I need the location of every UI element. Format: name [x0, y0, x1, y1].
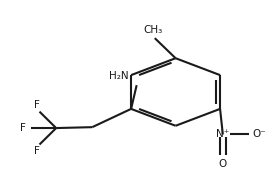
- Text: O⁻: O⁻: [252, 130, 266, 139]
- Text: H₂N: H₂N: [109, 72, 128, 82]
- Text: N⁺: N⁺: [216, 130, 229, 139]
- Text: CH₃: CH₃: [144, 25, 163, 35]
- Text: F: F: [34, 100, 40, 110]
- Text: O: O: [219, 159, 227, 169]
- Text: F: F: [20, 123, 26, 133]
- Text: F: F: [34, 146, 40, 156]
